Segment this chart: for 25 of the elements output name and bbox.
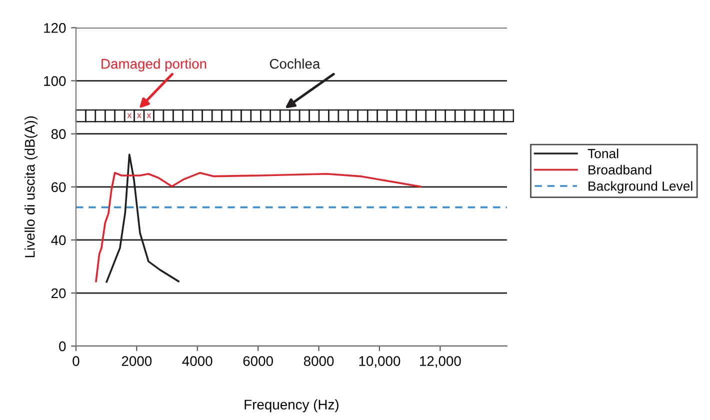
y-tick-label: 20 <box>52 288 66 298</box>
annotation: x <box>127 113 132 118</box>
annotation: Damaged portion <box>102 58 206 72</box>
y-tick-label: 60 <box>52 182 66 192</box>
y-tick-label: 100 <box>44 76 66 86</box>
annotation: x <box>146 113 152 118</box>
x-tick-label: 8000 <box>304 356 334 366</box>
x-tick-label: 6000 <box>243 356 273 366</box>
y-tick-label: 40 <box>51 235 66 246</box>
y-tick-label: 0 <box>59 341 66 352</box>
y-axis-title: Livello di uscita (dB(A)) <box>24 116 38 258</box>
x-axis-title: Frequency (Hz) <box>244 399 338 412</box>
legend-label: Background Level <box>588 181 692 194</box>
y-tick-label: 120 <box>44 23 66 33</box>
x-tick-label: 12,000 <box>420 356 461 368</box>
annotation: x <box>137 113 142 118</box>
y-tick-label: 80 <box>51 129 66 140</box>
line-series <box>95 172 422 282</box>
annotation: Cochlea <box>270 58 320 69</box>
legend-label: Broadband <box>588 164 652 175</box>
x-tick-label: 10,000 <box>359 356 400 368</box>
x-tick-label: 0 <box>72 356 80 366</box>
x-tick-label: 2000 <box>122 356 152 366</box>
legend-label: Tonal <box>588 148 618 158</box>
x-tick-label: 4000 <box>182 356 212 366</box>
